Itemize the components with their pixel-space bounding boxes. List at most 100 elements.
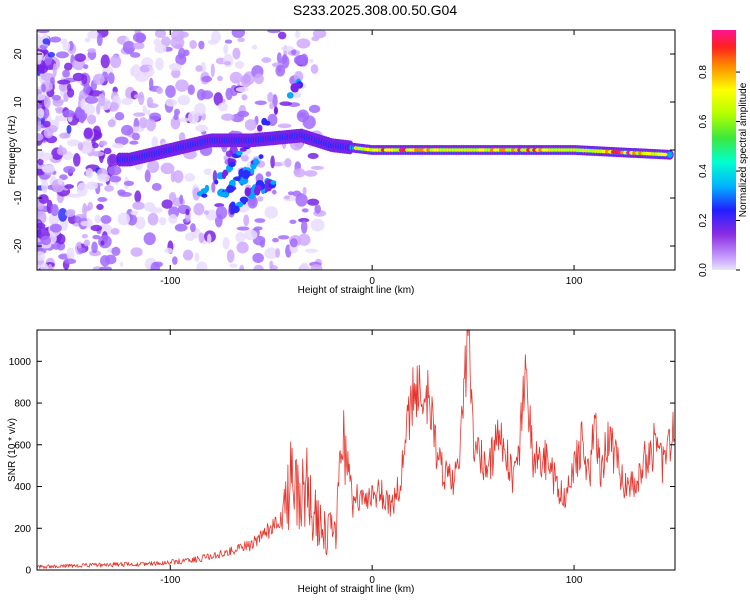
spectrogram-cell — [236, 241, 249, 254]
spectrogram-cell — [97, 93, 106, 107]
spectrogram-cell — [134, 190, 142, 203]
spectrogram-cell — [253, 158, 259, 166]
snr-series-line — [37, 330, 675, 569]
spectrogram-cell — [310, 64, 319, 74]
spectrogram-cell — [96, 203, 104, 211]
spectrogram-cell — [74, 53, 86, 62]
spectrogram-cell — [37, 222, 46, 229]
spectrogram-cell — [265, 171, 272, 177]
spectrogram-cell — [165, 98, 178, 107]
spectrogram-cell — [122, 40, 136, 54]
spectrogram-cell — [179, 194, 184, 205]
spectrogram-cell — [42, 120, 51, 128]
spectrogram-cell — [104, 185, 115, 192]
spectrogram-cell — [226, 249, 235, 263]
spectrogram-cell — [67, 139, 81, 147]
spectrogram-cell — [298, 112, 307, 118]
spectrogram-cell — [83, 83, 91, 95]
spectrogram-cell — [158, 217, 167, 226]
spectrogram-cell — [168, 213, 178, 224]
spectrogram-cell — [298, 217, 310, 223]
spectrogram-cell — [171, 256, 178, 265]
spectrogram-cell — [73, 153, 81, 167]
snr-y-tick-label: 0 — [25, 566, 31, 577]
spectrogram-cell — [269, 260, 274, 269]
spectrogram-cell — [178, 132, 186, 143]
spectrogram-y-tick-label: -20 — [13, 238, 24, 253]
spectrogram-cell — [307, 198, 320, 206]
spectrogram-cell — [310, 165, 325, 170]
snr-y-tick-label: 200 — [14, 524, 31, 535]
spectrogram-cell — [121, 97, 133, 106]
spectrogram-cell — [244, 187, 251, 197]
spectrogram-cell — [662, 152, 668, 157]
spectrogram-cell — [117, 212, 131, 226]
spectrogram-cell — [206, 233, 212, 245]
spectrogram-cell — [272, 189, 277, 195]
spectrogram-cell — [174, 223, 188, 232]
spectrogram-cell — [203, 210, 210, 215]
spectrogram-cell — [198, 40, 205, 50]
spectrogram-cell — [129, 140, 139, 145]
spectrogram-cell — [119, 262, 124, 267]
spectrogram-cell — [97, 197, 108, 202]
spectrogram-cell — [284, 158, 292, 168]
spectrogram-cell — [101, 223, 108, 228]
spectrogram-cell — [84, 96, 99, 104]
spectrogram-cell — [132, 42, 145, 50]
spectrogram-cell — [91, 241, 98, 254]
spectrogram-cell — [130, 67, 136, 77]
spectrogram-cell — [130, 52, 141, 58]
spectrogram-cell — [289, 238, 298, 248]
spectrogram-cell — [241, 169, 250, 180]
spectrogram-cell — [253, 264, 264, 270]
spectrogram-cell — [85, 57, 91, 62]
spectrogram-cell — [223, 53, 234, 68]
spectrogram-cell — [165, 85, 176, 98]
spectrogram-cell — [37, 64, 49, 74]
spectrogram-cell — [177, 47, 186, 60]
spectrogram-cell — [156, 86, 163, 95]
spectrogram-cell — [37, 93, 46, 101]
spectrogram-x-tick-label: -100 — [160, 276, 180, 287]
spectrogram-cell — [269, 102, 274, 110]
spectrogram-cell — [47, 264, 53, 270]
spectrogram-y-tick-label: 0 — [13, 147, 24, 153]
spectrogram-cell — [293, 55, 306, 66]
spectrogram-cell — [41, 165, 55, 173]
spectrogram-cell — [175, 79, 189, 92]
spectrogram-cell — [154, 43, 167, 54]
spectrogram-cell — [171, 68, 181, 79]
spectrogram-cell — [258, 154, 264, 159]
spectrogram-cell — [76, 182, 88, 197]
spectrogram-cell — [177, 95, 191, 106]
spectrogram-cell — [117, 189, 126, 196]
spectrogram-cell — [310, 218, 325, 232]
colorbar-tick-label: 0.0 — [698, 263, 709, 277]
spectrogram-cell — [66, 88, 75, 98]
snr-plot-frame — [36, 329, 676, 571]
spectrogram-cell — [237, 37, 245, 43]
spectrogram-cell — [107, 72, 115, 85]
spectrogram-cell — [52, 63, 57, 77]
spectrogram-cell — [211, 181, 216, 193]
spectrogram-cell — [257, 196, 264, 202]
spectrogram-cell — [275, 247, 281, 258]
spectrogram-cell — [194, 102, 206, 116]
spectrogram-cell — [131, 132, 141, 141]
spectrogram-cell — [59, 132, 69, 139]
snr-line-marks — [37, 330, 675, 569]
spectrogram-cell — [85, 167, 94, 179]
spectrogram-cell — [185, 208, 190, 216]
spectrogram-cell — [284, 195, 290, 200]
spectrogram-cell — [77, 247, 86, 254]
spectrogram-cell — [92, 73, 105, 85]
spectrogram-cell — [201, 193, 208, 198]
spectrogram-cell — [147, 103, 159, 109]
spectrogram-cell — [211, 30, 222, 44]
spectrogram-cell — [91, 142, 99, 149]
spectrogram-cell — [300, 220, 308, 234]
spectrogram-cell — [210, 63, 215, 78]
spectrogram-cell — [241, 154, 249, 162]
